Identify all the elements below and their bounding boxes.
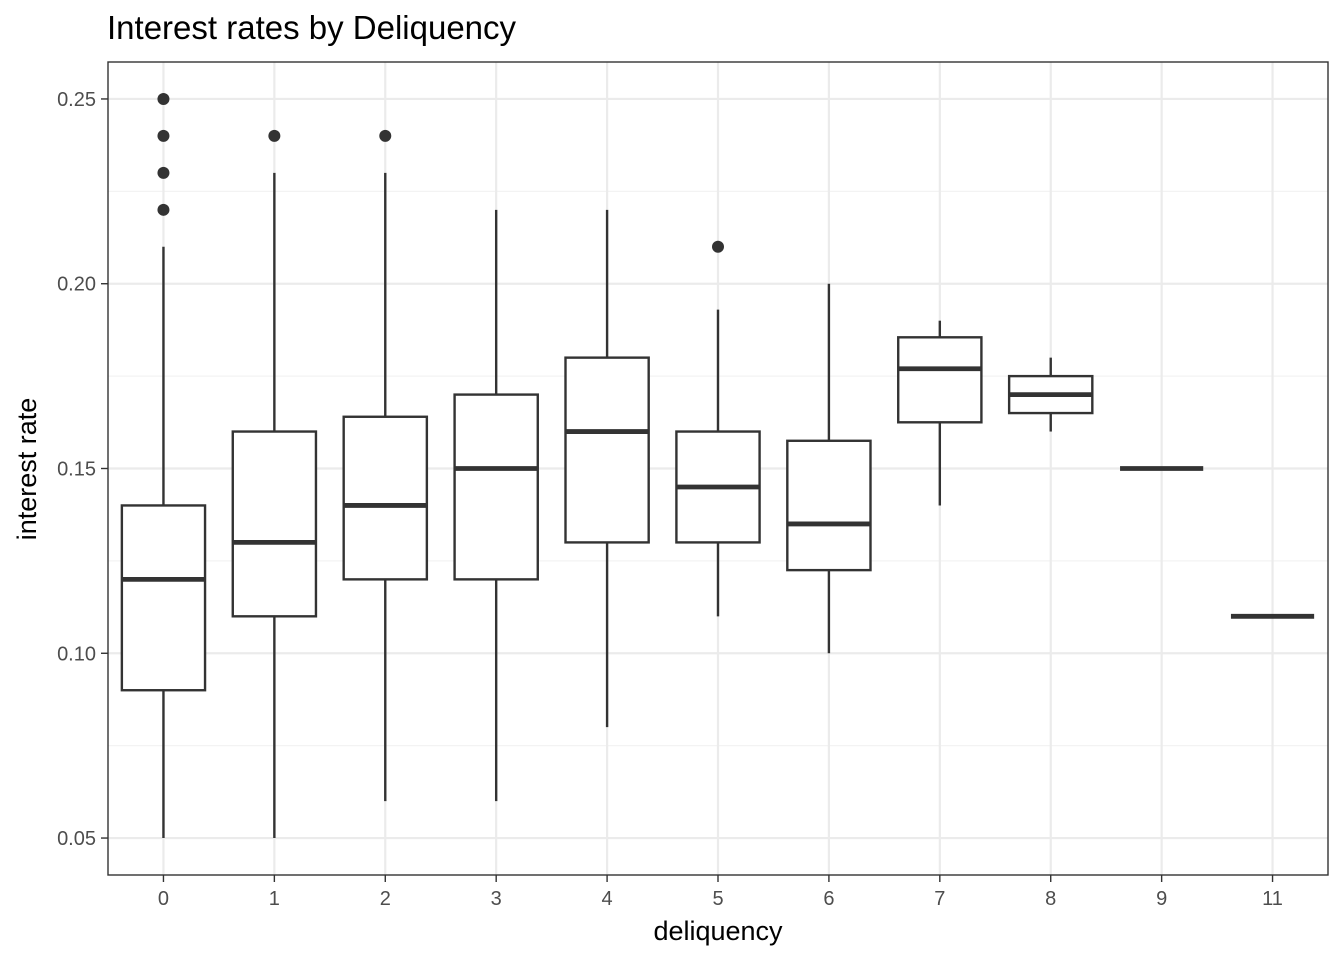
outlier-point [712, 240, 724, 253]
box-group-2 [342, 129, 429, 802]
box-group-7 [897, 320, 983, 506]
y-tick-label: 0.15 [57, 459, 96, 481]
box-iqr [342, 415, 429, 581]
box-group-3 [453, 209, 539, 802]
outlier-point [157, 129, 170, 142]
box-group-6 [786, 283, 872, 654]
y-axis: 0.05 0.10 0.15 0.20 0.25 [57, 89, 108, 850]
y-tick-label: 0.20 [57, 274, 96, 296]
outlier-point [157, 203, 170, 216]
chart-title: Interest rates by Deliquency [107, 9, 517, 46]
box-iqr [564, 356, 650, 544]
y-tick-label: 0.10 [57, 643, 96, 665]
x-tick-label: 4 [602, 888, 613, 910]
outlier-point [379, 129, 392, 142]
x-axis-title: deliquency [653, 916, 783, 946]
box-group-0 [120, 92, 207, 839]
box-group-8 [1007, 357, 1094, 432]
box-iqr [231, 430, 318, 618]
x-tick-label: 7 [934, 888, 945, 910]
box-iqr [120, 504, 207, 692]
outlier-point [157, 92, 170, 105]
x-tick-label: 1 [269, 888, 280, 910]
plot-panel [107, 61, 1329, 876]
x-tick-label: 8 [1045, 888, 1056, 910]
box-iqr [786, 439, 872, 572]
x-tick-label: 6 [823, 888, 834, 910]
box-iqr [453, 393, 539, 581]
y-axis-title: interest rate [12, 398, 42, 541]
x-tick-label: 5 [712, 888, 723, 910]
box-group-4 [564, 209, 650, 728]
box-group-5 [675, 240, 761, 617]
outlier-point [268, 129, 281, 142]
x-tick-label: 11 [1262, 888, 1283, 910]
x-tick-label: 2 [380, 888, 391, 910]
x-tick-label: 3 [491, 888, 502, 910]
y-tick-label: 0.25 [57, 89, 96, 111]
x-tick-label: 9 [1156, 888, 1167, 910]
y-tick-label: 0.05 [57, 828, 96, 850]
x-axis: 0 1 2 3 4 5 6 7 8 9 11 [158, 875, 1283, 910]
box-iqr [897, 336, 983, 424]
box-group-1 [231, 129, 318, 839]
outlier-point [157, 166, 170, 179]
x-tick-label: 0 [158, 888, 169, 910]
